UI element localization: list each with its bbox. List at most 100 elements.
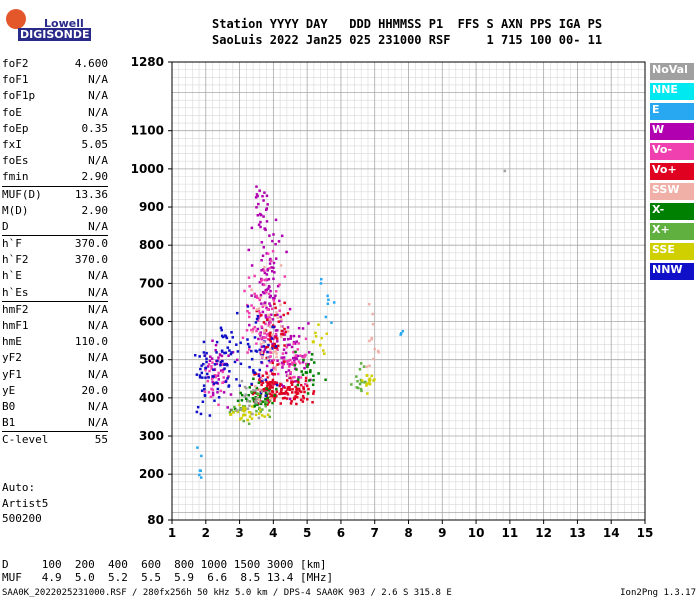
- echo-point: [292, 356, 295, 360]
- muf-table: D 100 200 400 600 800 1000 1500 3000 [km…: [2, 558, 333, 584]
- echo-point: [368, 339, 371, 343]
- echo-point: [238, 418, 242, 421]
- echo-point: [266, 396, 270, 400]
- echo-point: [286, 386, 290, 389]
- echo-point: [377, 351, 380, 354]
- param-row: D N/A: [2, 219, 108, 235]
- echo-point: [251, 412, 254, 416]
- echo-point: [270, 368, 273, 372]
- echo-point: [255, 296, 259, 299]
- auto-software: Artist5: [2, 496, 49, 510]
- echo-point: [274, 257, 278, 260]
- echo-point: [216, 387, 220, 391]
- echo-point: [250, 226, 254, 230]
- echo-point: [260, 325, 263, 328]
- echo-point: [368, 377, 372, 380]
- echo-point: [236, 410, 240, 414]
- echo-point: [270, 337, 274, 340]
- echo-point: [227, 375, 230, 378]
- echo-point: [296, 383, 300, 387]
- echo-point: [248, 400, 252, 403]
- echo-point: [240, 416, 243, 420]
- echo-point: [255, 342, 258, 345]
- echo-point: [355, 386, 358, 389]
- echo-point: [266, 345, 270, 349]
- echo-point: [295, 390, 298, 394]
- echo-point: [268, 262, 272, 265]
- echo-point: [200, 454, 203, 458]
- echo-point: [219, 389, 223, 393]
- echo-point: [195, 373, 199, 376]
- echo-point: [324, 378, 327, 381]
- echo-point: [243, 289, 246, 293]
- echo-point: [268, 338, 272, 341]
- station-header: Station YYYY DAY DDD HHMMSS P1 FFS S AXN…: [212, 16, 602, 48]
- echo-point: [280, 234, 284, 238]
- echo-point: [254, 321, 258, 324]
- echo-point: [267, 343, 270, 347]
- echo-point: [247, 248, 251, 252]
- echo-point: [269, 355, 272, 358]
- echo-point: [302, 386, 305, 389]
- echo-point: [228, 370, 231, 373]
- param-value: N/A: [88, 319, 108, 332]
- param-label: foF1p: [2, 89, 36, 103]
- param-label: hmE: [2, 335, 22, 349]
- echo-point: [225, 363, 228, 366]
- echo-point: [280, 356, 284, 359]
- echo-point: [248, 386, 252, 389]
- echo-point: [270, 347, 274, 350]
- echo-point: [253, 373, 256, 376]
- echo-point: [325, 332, 329, 335]
- legend-entry: W: [650, 123, 694, 140]
- echo-point: [262, 199, 265, 202]
- echo-point: [243, 406, 247, 410]
- param-value: 4.600: [74, 57, 108, 70]
- echo-point: [289, 372, 292, 376]
- echo-point: [271, 318, 275, 321]
- echo-point: [267, 321, 271, 325]
- x-tick-label: 15: [637, 526, 654, 540]
- echo-point: [297, 376, 300, 379]
- echo-point: [356, 386, 360, 390]
- echo-point: [250, 417, 254, 420]
- echo-point: [273, 395, 277, 399]
- legend-entry: SSW: [650, 183, 694, 200]
- echo-point: [277, 240, 281, 243]
- x-tick-label: 6: [337, 526, 345, 540]
- echo-point: [217, 371, 220, 375]
- echo-point: [275, 337, 279, 340]
- echo-point: [254, 413, 258, 417]
- echo-point: [289, 334, 293, 338]
- x-tick-label: 9: [438, 526, 446, 540]
- echo-point: [288, 365, 291, 368]
- echo-point: [216, 359, 219, 363]
- echo-point: [270, 266, 273, 269]
- echo-point: [231, 336, 234, 339]
- echo-point: [275, 355, 278, 359]
- echo-point: [267, 389, 271, 393]
- echo-point: [265, 356, 268, 360]
- echo-point: [278, 309, 281, 312]
- echo-point: [263, 191, 266, 194]
- echo-point: [253, 371, 257, 374]
- echo-point: [270, 351, 273, 354]
- param-row: yF2 N/A: [2, 350, 108, 366]
- echo-point: [245, 386, 248, 390]
- echo-point: [246, 407, 250, 410]
- param-label: C-level: [2, 433, 49, 447]
- param-value: N/A: [88, 73, 108, 87]
- software-version: Ion2Png 1.3.17: [620, 588, 696, 598]
- param-row: foEp 0.35: [2, 121, 108, 137]
- echo-point: [266, 382, 269, 385]
- echo-point: [210, 365, 213, 368]
- echo-point: [271, 386, 274, 389]
- param-row: MUF(D) 13.36: [2, 185, 108, 203]
- echo-point: [255, 397, 258, 400]
- echo-point: [280, 388, 283, 391]
- echo-point: [276, 313, 279, 316]
- echo-point: [304, 337, 308, 341]
- echo-point: [317, 372, 320, 375]
- param-row: h`Es N/A: [2, 285, 108, 301]
- echo-point: [287, 369, 291, 372]
